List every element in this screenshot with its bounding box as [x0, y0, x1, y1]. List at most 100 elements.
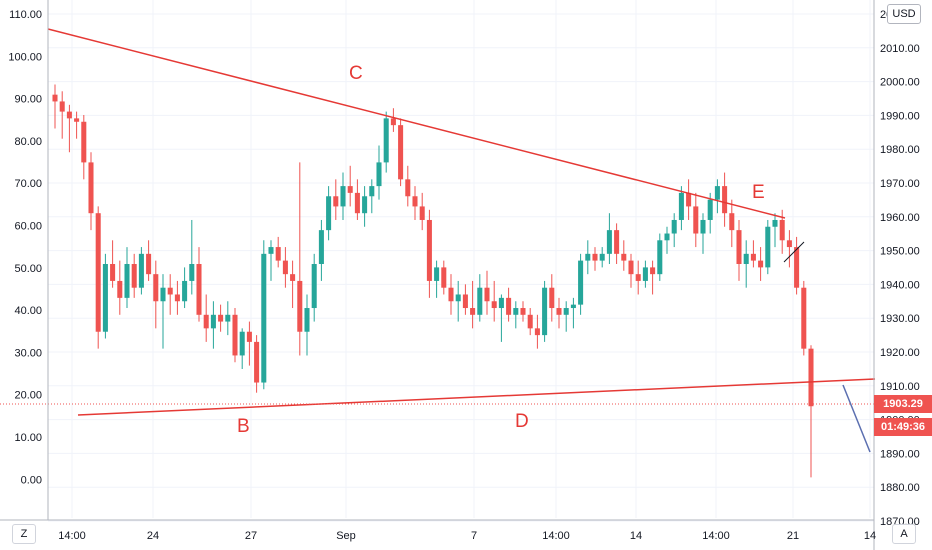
candle-body [491, 301, 497, 309]
candle-body [534, 328, 540, 336]
candle-body [786, 240, 792, 248]
candle-body [462, 294, 468, 309]
candle-body [282, 260, 288, 275]
candle-body [95, 213, 101, 332]
candle-body [650, 267, 656, 275]
left-axis-tick: 20.00 [14, 390, 42, 402]
candle-body [513, 308, 519, 315]
candle-body [801, 287, 807, 349]
candle-body [167, 287, 173, 295]
candle-body [304, 308, 310, 332]
candle-body [52, 94, 58, 102]
candle-body [239, 331, 245, 356]
right-axis-tick: 1920.00 [880, 347, 920, 359]
candle-body [66, 111, 72, 119]
candle-body [59, 101, 65, 112]
candle-body [498, 297, 504, 309]
right-axis-tick: 1960.00 [880, 212, 920, 224]
left-axis-tick: 90.00 [14, 94, 42, 106]
candle-body [686, 192, 692, 207]
wave-label-d: D [515, 411, 529, 432]
candle-body [729, 213, 735, 231]
candles [52, 84, 814, 478]
candle-body [160, 287, 166, 302]
candle-body [275, 247, 281, 261]
candle-body [297, 280, 303, 332]
time-axis-tick: 14 [630, 530, 642, 542]
time-axis-tick: 14:00 [542, 530, 570, 542]
current-price-badge: 1903.29 [874, 395, 932, 413]
candle-body [527, 314, 533, 329]
candle-body [758, 260, 764, 268]
candle-body [196, 264, 202, 315]
candle-body [563, 308, 569, 315]
right-axis-tick: 1980.00 [880, 144, 920, 156]
candle-body [808, 348, 814, 407]
right-axis-tick: 1910.00 [880, 381, 920, 393]
left-axis-tick: 110.00 [9, 9, 42, 21]
projection-line [842, 384, 871, 453]
small-trend-mark [783, 241, 805, 263]
candle-body [722, 186, 728, 214]
candle-body [736, 230, 742, 264]
left-axis-tick: 80.00 [14, 136, 42, 148]
chart-grid [48, 0, 874, 522]
candle-body [138, 253, 144, 288]
time-axis-tick: 14:00 [702, 530, 730, 542]
candle-body [318, 230, 324, 264]
time-axis[interactable]: 14:00 24 27 Sep 7 14:00 14 14:00 21 14 [0, 519, 876, 542]
right-axis-tick: 1940.00 [880, 279, 920, 291]
candle-body [110, 264, 116, 281]
candle-body [232, 314, 238, 356]
right-axis-tick: 2000.00 [880, 77, 920, 89]
left-axis-tick: 70.00 [14, 178, 42, 190]
right-axis[interactable]: 2020.002010.002000.001990.001980.001970.… [873, 0, 920, 550]
right-axis-tick: 1890.00 [880, 448, 920, 460]
candle-body [628, 260, 634, 275]
candle-body [426, 219, 432, 281]
candle-body [153, 274, 159, 302]
candle-body [412, 196, 418, 207]
candle-body [354, 192, 360, 214]
candle-body [484, 287, 490, 302]
candle-body [210, 314, 216, 329]
auto-scale-button[interactable]: A [892, 524, 916, 544]
right-axis-tick: 1950.00 [880, 246, 920, 258]
countdown-badge: 01:49:36 [874, 418, 932, 436]
candle-body [570, 304, 576, 309]
candle-body [117, 280, 123, 298]
candle-body [693, 206, 699, 234]
candle-body [549, 287, 555, 309]
timezone-toggle-button[interactable]: Z [12, 524, 36, 544]
candle-body [124, 264, 130, 298]
candle-body [657, 240, 663, 275]
candle-body [268, 247, 274, 254]
candle-body [750, 253, 756, 261]
candle-body [714, 186, 720, 200]
time-axis-tick: 21 [787, 530, 799, 542]
candle-body [203, 314, 209, 329]
candle-body [376, 162, 382, 187]
candle-body [455, 294, 461, 302]
candle-body [434, 267, 440, 281]
candle-body [254, 341, 260, 383]
candle-body [369, 186, 375, 197]
candle-body [772, 219, 778, 227]
candle-body [671, 219, 677, 234]
candle-body [506, 297, 512, 315]
candle-body [398, 125, 404, 180]
candle-body [362, 196, 368, 214]
candle-body [419, 206, 425, 220]
candle-body [218, 314, 224, 322]
candle-body [448, 287, 454, 302]
left-axis[interactable]: 110.00 100.00 90.00 80.00 70.00 60.00 50.00 40.… [8, 0, 49, 520]
candle-body [340, 186, 346, 207]
wave-labels: B C D E [237, 63, 765, 437]
candle-body [779, 219, 785, 241]
candle-body [592, 253, 598, 261]
candle-body [635, 274, 641, 281]
candle-body [261, 253, 267, 383]
candle-body [578, 260, 584, 305]
currency-button[interactable]: USD [887, 4, 921, 24]
